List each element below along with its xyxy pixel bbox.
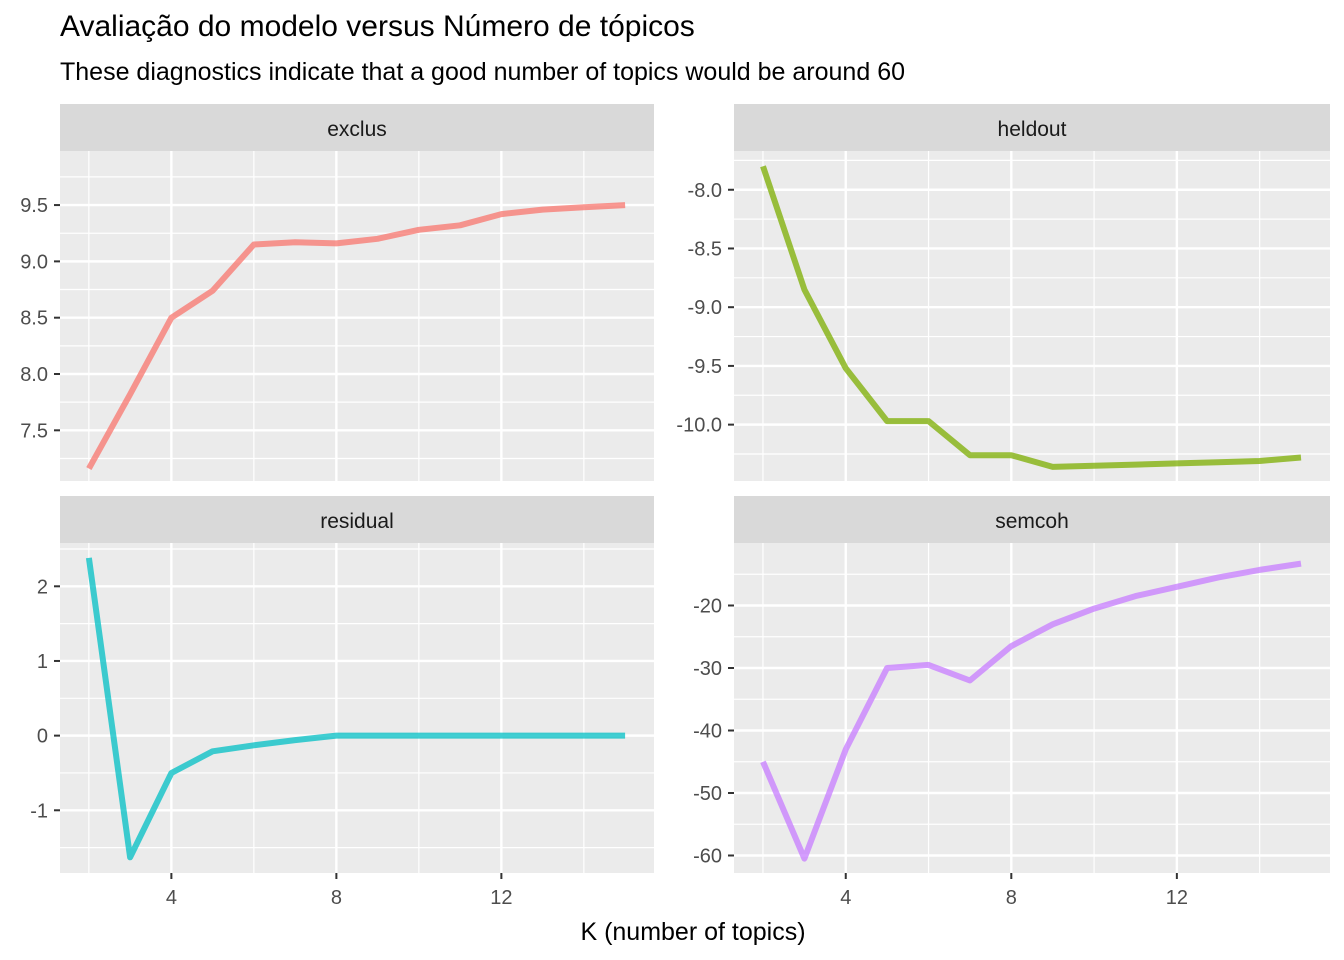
chart-subtitle: These diagnostics indicate that a good n…	[60, 58, 905, 86]
x-tick-label: 8	[1006, 887, 1017, 909]
x-tick-label: 4	[840, 887, 851, 909]
series-line-exclus	[86, 202, 626, 471]
y-tick-label: 9.0	[20, 251, 48, 273]
facet-strip-label: exclus	[327, 118, 387, 141]
y-tick-label: 1	[37, 651, 48, 673]
x-tick-label: 12	[1166, 887, 1188, 909]
y-tick-label: -9.5	[688, 356, 722, 378]
y-tick-label: 7.5	[20, 420, 48, 442]
y-tick-label: -40	[693, 721, 722, 743]
y-tick-label: -50	[693, 783, 722, 805]
y-tick-label: -9.0	[688, 297, 722, 319]
panel-background	[60, 543, 654, 873]
facet-strip	[60, 104, 654, 151]
facet-strip-label: heldout	[998, 118, 1067, 141]
y-tick-label: 2	[37, 576, 48, 598]
y-tick-label: -20	[693, 596, 722, 618]
y-tick-label: -10.0	[676, 415, 722, 437]
panels-layer: exclus 7.5 8.0 8.5 9.0 9.5 heldout -10.0 -9.5 -9.…	[20, 104, 1330, 909]
facet-strip	[734, 496, 1330, 543]
y-tick-label: -30	[693, 658, 722, 680]
x-axis-label: K (number of topics)	[580, 918, 805, 946]
panel-background	[734, 151, 1330, 481]
y-tick-label: 8.5	[20, 308, 48, 330]
x-tick-label: 4	[166, 887, 177, 909]
y-tick-label: 9.5	[20, 195, 48, 217]
facet-strip	[60, 496, 654, 543]
y-tick-label: -8.5	[688, 238, 722, 260]
series-line-heldout	[760, 165, 1302, 470]
y-tick-label: -8.0	[688, 180, 722, 202]
y-tick-label: -1	[30, 800, 48, 822]
x-tick-label: 8	[331, 887, 342, 909]
series-line-semcoh	[760, 560, 1302, 862]
y-tick-label: -60	[693, 846, 722, 868]
facet-strip-label: residual	[320, 510, 394, 533]
panel-exclus: exclus 7.5 8.0 8.5 9.0 9.5	[20, 104, 654, 481]
y-tick-label: 8.0	[20, 364, 48, 386]
x-tick-label: 12	[490, 887, 512, 909]
facet-strip	[734, 104, 1330, 151]
panel-background	[734, 543, 1330, 873]
facet-strip-label: semcoh	[995, 510, 1069, 533]
y-tick-label: 0	[37, 726, 48, 748]
chart-title: Avaliação do modelo versus Número de tóp…	[60, 10, 695, 43]
panel-semcoh: semcoh -60 -50 -40 -30 -20 4 8 12	[693, 496, 1330, 909]
panel-heldout: heldout -10.0 -9.5 -9.0 -8.5 -8.0	[676, 104, 1330, 481]
series-line-residual	[85, 557, 626, 861]
